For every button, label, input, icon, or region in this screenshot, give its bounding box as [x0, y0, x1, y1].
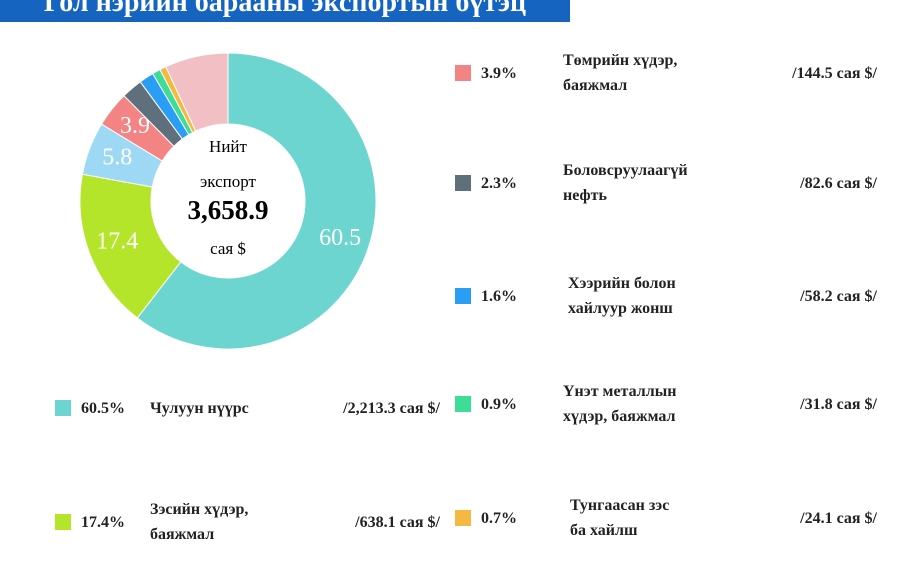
legend-percent: 2.3%	[481, 175, 517, 192]
slice	[136, 52, 377, 350]
legend-name: Тунгаасан зэс ба хайлш	[570, 497, 670, 539]
slice	[165, 52, 229, 132]
center-unit: сая $	[210, 239, 246, 258]
legend-swatch	[455, 65, 471, 81]
legend-amount: /31.8 сая $/	[800, 396, 877, 413]
legend-name: Төмрийн хүдэр, баяжмал	[563, 52, 678, 94]
slice-label: 60.5	[319, 225, 361, 251]
legend-swatch	[455, 288, 471, 304]
legend-amount: /638.1 сая $/	[355, 514, 440, 531]
legend-name: Чулуун нүүрс	[150, 399, 249, 417]
legend-name: Боловсруулаагүй нефть	[563, 162, 688, 204]
legend-amount: /58.2 сая $/	[800, 288, 877, 305]
center-total: 3,658.9	[188, 195, 269, 225]
legend-amount: /2,213.3 сая $/	[343, 400, 440, 417]
legend-swatch	[55, 400, 71, 416]
legend-name: Хээрийн болон хайлуур жонш	[568, 275, 676, 317]
legend-swatch	[455, 175, 471, 191]
legend-amount: /24.1 сая $/	[800, 510, 877, 527]
legend-swatch	[455, 510, 471, 526]
chart-title: Гол нэрийн барааны экспортын бүтэц	[0, 0, 570, 22]
legend-swatch	[455, 396, 471, 412]
legend-percent: 17.4%	[81, 514, 125, 531]
legend-percent: 60.5%	[81, 400, 125, 417]
legend-name: Үнэт металлын хүдэр, баяжмал	[563, 383, 677, 425]
legend-name: Зэсийн хүдэр, баяжмал	[150, 501, 249, 543]
legend-percent: 0.7%	[481, 510, 517, 527]
legend-amount: /82.6 сая $/	[800, 175, 877, 192]
center-text: экспорт	[200, 172, 257, 191]
legend-percent: 3.9%	[481, 65, 517, 82]
legend-swatch	[55, 514, 71, 530]
legend-amount: /144.5 сая $/	[792, 65, 877, 82]
legend-percent: 1.6%	[481, 288, 517, 305]
slice-label: 5.8	[102, 144, 132, 170]
slice-label: 17.4	[96, 229, 138, 255]
legend-percent: 0.9%	[481, 396, 517, 413]
center-text: Нийт	[209, 137, 247, 156]
